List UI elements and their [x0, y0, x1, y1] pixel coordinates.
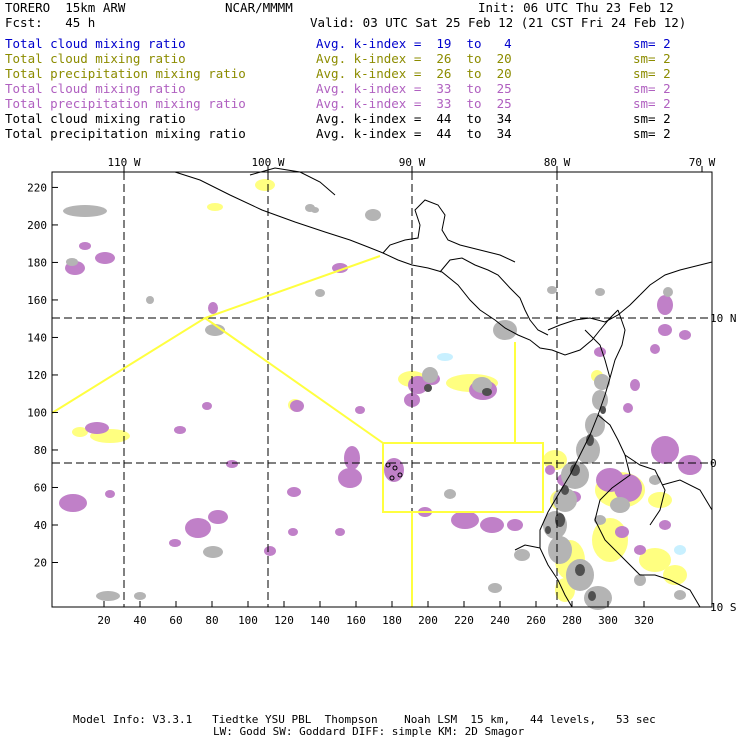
legend-field: Total precipitation mixing ratio — [5, 126, 246, 141]
x-tick-label: 220 — [454, 614, 474, 627]
legend-kindex: Avg. k-index = 33 to 25 — [316, 96, 512, 111]
x-tick-label: 140 — [310, 614, 330, 627]
model-name: TORERO 15km ARW — [5, 0, 126, 15]
lon-label: 80 W — [544, 156, 571, 169]
legend-kindex: Avg. k-index = 33 to 25 — [316, 81, 512, 96]
legend-sm: sm= 2 — [633, 111, 671, 126]
x-tick-label: 80 — [205, 614, 218, 627]
y-tick-label: 160 — [27, 294, 47, 307]
x-tick-label: 320 — [634, 614, 654, 627]
x-tick-label: 120 — [274, 614, 294, 627]
flight-track — [51, 255, 544, 607]
legend-sm: sm= 2 — [633, 96, 671, 111]
y-tick-label: 100 — [27, 406, 47, 419]
y-tick-label: 220 — [27, 181, 47, 194]
footer-physics: LW: Godd SW: Goddard DIFF: simple KM: 2D… — [213, 725, 525, 738]
legend-kindex: Avg. k-index = 19 to 4 — [316, 36, 512, 51]
map-frame — [51, 171, 713, 608]
x-tick-label: 160 — [346, 614, 366, 627]
forecast-hour: Fcst: 45 h — [5, 15, 96, 30]
legend-field: Total cloud mixing ratio — [5, 111, 186, 126]
x-tick-label: 60 — [169, 614, 182, 627]
y-tick-label: 40 — [34, 519, 47, 532]
light-blue-field — [437, 353, 686, 555]
legend-kindex: Avg. k-index = 26 to 20 — [316, 51, 512, 66]
legend-field: Total cloud mixing ratio — [5, 51, 186, 66]
x-tick-label: 300 — [598, 614, 618, 627]
x-tick-label: 100 — [238, 614, 258, 627]
lat-label: 10 S — [710, 601, 737, 614]
lon-label: 70 W — [689, 156, 716, 169]
field-shading — [59, 179, 702, 610]
yellow-field — [72, 179, 687, 602]
legend-kindex: Avg. k-index = 44 to 34 — [316, 126, 512, 141]
init-time: Init: 06 UTC Thu 23 Feb 12 — [478, 0, 674, 15]
y-tick-label: 200 — [27, 219, 47, 232]
legend-kindex: Avg. k-index = 44 to 34 — [316, 111, 512, 126]
legend-sm: sm= 2 — [633, 36, 671, 51]
axis-ticks — [52, 166, 703, 607]
legend-field: Total cloud mixing ratio — [5, 81, 186, 96]
legend-kindex: Avg. k-index = 26 to 20 — [316, 66, 512, 81]
valid-time: Valid: 03 UTC Sat 25 Feb 12 (21 CST Fri … — [310, 15, 687, 30]
x-tick-label: 240 — [490, 614, 510, 627]
legend-sm: sm= 2 — [633, 81, 671, 96]
lat-label: 10 N — [710, 312, 737, 325]
y-tick-label: 80 — [34, 444, 47, 457]
y-tick-label: 120 — [27, 369, 47, 382]
organization: NCAR/MMMM — [225, 0, 293, 15]
x-tick-label: 40 — [133, 614, 146, 627]
footer-model-info: Model Info: V3.3.1 Tiedtke YSU PBL Thomp… — [73, 713, 656, 726]
legend-field: Total precipitation mixing ratio — [5, 66, 246, 81]
y-tick-label: 140 — [27, 331, 47, 344]
legend-sm: sm= 2 — [633, 126, 671, 141]
legend-field: Total cloud mixing ratio — [5, 36, 186, 51]
legend-field: Total precipitation mixing ratio — [5, 96, 246, 111]
x-tick-label: 260 — [526, 614, 546, 627]
x-tick-label: 180 — [382, 614, 402, 627]
y-tick-label: 180 — [27, 256, 47, 269]
coastlines — [174, 167, 713, 608]
y-tick-label: 60 — [34, 481, 47, 494]
x-tick-label: 20 — [97, 614, 110, 627]
y-tick-label: 20 — [34, 556, 47, 569]
latlon-grid — [52, 172, 712, 607]
gray-field — [63, 204, 686, 610]
lat-label: 0 — [710, 457, 717, 470]
lon-label: 100 W — [251, 156, 284, 169]
dark-field — [424, 384, 606, 601]
legend-sm: sm= 2 — [633, 51, 671, 66]
lon-label: 110 W — [107, 156, 140, 169]
x-tick-label: 280 — [562, 614, 582, 627]
x-tick-label: 200 — [418, 614, 438, 627]
legend-sm: sm= 2 — [633, 66, 671, 81]
axis-tick-labels: 20 40 60 80 100 120 140 160 180 200 220 240 260 280 30… — [27, 156, 736, 627]
lon-label: 90 W — [399, 156, 426, 169]
